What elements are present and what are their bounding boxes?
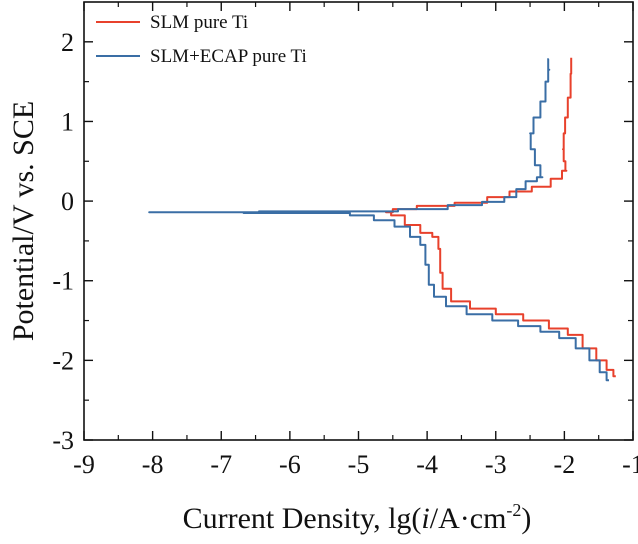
y-tick-label: 0 [61, 187, 74, 216]
x-tick-label: -2 [554, 450, 576, 479]
x-tick-label: -8 [142, 450, 164, 479]
plot-frame [83, 1, 634, 441]
x-tick-label: -3 [485, 450, 507, 479]
x-axis-title-superscript: -2 [506, 500, 521, 520]
legend-label-slm: SLM pure Ti [150, 12, 248, 33]
y-axis-title: Potential/V vs. SCE [7, 101, 40, 341]
y-tick-label: 1 [61, 107, 74, 136]
x-axis-title-unit: /A·cm [430, 502, 507, 535]
y-tick-label: -1 [52, 267, 74, 296]
x-axis-title: Current Density, lg(i/A·cm-2) [183, 500, 532, 535]
series-line-0 [385, 57, 616, 378]
series-line-1 [148, 58, 609, 382]
axis-ticks: -9 -8 -7 -6 -5 -4 -3 -2 -1 -3 -2 -1 0 1 2 [52, 2, 638, 479]
legend-label-slm-ecap: SLM+ECAP pure Ti [150, 46, 307, 67]
x-tick-label: -9 [73, 450, 95, 479]
x-tick-label: -4 [416, 450, 438, 479]
x-axis-title-suffix: ) [521, 502, 531, 535]
x-tick-label: -6 [279, 450, 301, 479]
y-tick-label: 2 [61, 28, 74, 57]
x-axis-title-prefix: Current Density, lg( [183, 502, 422, 535]
x-axis-title-italic: i [421, 502, 429, 535]
legend: SLM pure Ti SLM+ECAP pure Ti [96, 12, 307, 67]
y-tick-label: -2 [52, 346, 74, 375]
y-tick-label: -3 [52, 426, 74, 455]
x-tick-label: -7 [210, 450, 232, 479]
x-tick-label: -1 [622, 450, 638, 479]
x-tick-label: -5 [348, 450, 370, 479]
series-layer [148, 57, 616, 382]
